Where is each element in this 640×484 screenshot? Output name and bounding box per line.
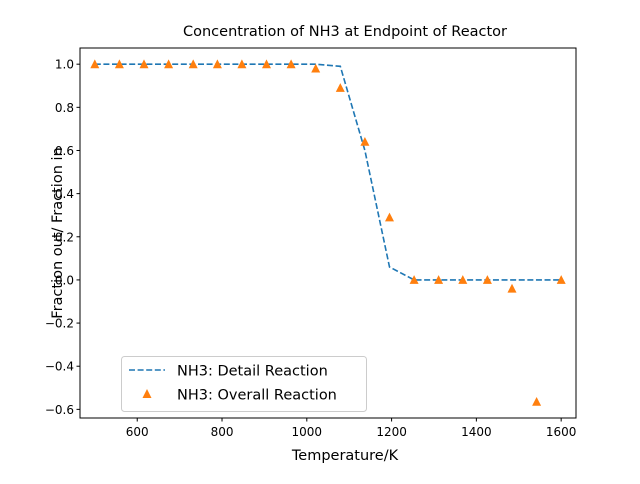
overall-reaction-marker	[114, 59, 124, 69]
x-tick-label: 800	[211, 425, 234, 439]
legend-detail-label: NH3: Detail Reaction	[177, 364, 328, 380]
y-tick-label: −0.4	[45, 360, 74, 374]
y-tick-label: 1.0	[55, 58, 74, 72]
series-lines	[94, 63, 562, 281]
overall-reaction-marker	[212, 59, 222, 69]
overall-reaction-marker	[262, 59, 271, 69]
x-tick-label: 1200	[376, 425, 407, 439]
y-tick-label: 0.6	[55, 144, 74, 158]
overall-reaction-marker	[360, 137, 370, 146]
x-tick-label: 600	[126, 425, 149, 439]
overall-reaction-marker	[237, 59, 247, 69]
y-tick-label: 0.2	[55, 230, 74, 244]
overall-reaction-marker	[458, 275, 468, 284]
legend-box	[121, 356, 367, 412]
overall-reaction-marker	[335, 83, 345, 92]
x-tick-label: 1600	[546, 425, 577, 439]
overall-reaction-marker	[188, 59, 198, 69]
chart-title: Concentration of NH3 at Endpoint of Reac…	[183, 24, 507, 40]
y-tick-label: 0.8	[55, 101, 74, 115]
y-axis-label: Fraction out/ Fraction in	[50, 147, 66, 318]
x-axis-ticks: 600 800 1000 1200 1400 1600	[126, 418, 577, 439]
overall-reaction-marker	[385, 212, 394, 222]
overall-reaction-marker	[90, 59, 100, 69]
x-tick-label: 1000	[292, 425, 323, 439]
legend-overall-triangle-icon	[142, 389, 152, 398]
overall-reaction-marker	[556, 275, 566, 284]
x-axis-label: Temperature/K	[291, 448, 399, 464]
legend-overall-label: NH3: Overall Reaction	[177, 388, 337, 404]
overall-reaction-marker	[164, 59, 174, 69]
detail-reaction-line	[94, 63, 562, 281]
overall-reaction-marker	[434, 275, 444, 284]
overall-reaction-marker	[507, 283, 517, 293]
overall-reaction-marker	[409, 275, 419, 284]
x-tick-label: 1400	[461, 425, 492, 439]
y-tick-label: −0.2	[45, 317, 74, 331]
y-tick-label: −0.6	[45, 403, 74, 417]
plot-area-frame	[79, 47, 577, 419]
series-markers	[90, 59, 566, 406]
overall-reaction-marker	[139, 59, 149, 69]
overall-reaction-marker	[286, 59, 296, 69]
legend: NH3: Detail Reaction NH3: Overall Reacti…	[121, 356, 367, 412]
y-tick-label: 0.0	[55, 273, 74, 287]
overall-reaction-marker	[532, 397, 542, 406]
overall-reaction-marker	[482, 275, 492, 284]
overall-reaction-marker	[311, 63, 321, 73]
y-tick-label: 0.4	[55, 187, 74, 201]
y-axis-ticks: −0.6 −0.4 −0.2 0.0 0.2 0.4 0.6 0.8 1.0	[45, 58, 80, 417]
